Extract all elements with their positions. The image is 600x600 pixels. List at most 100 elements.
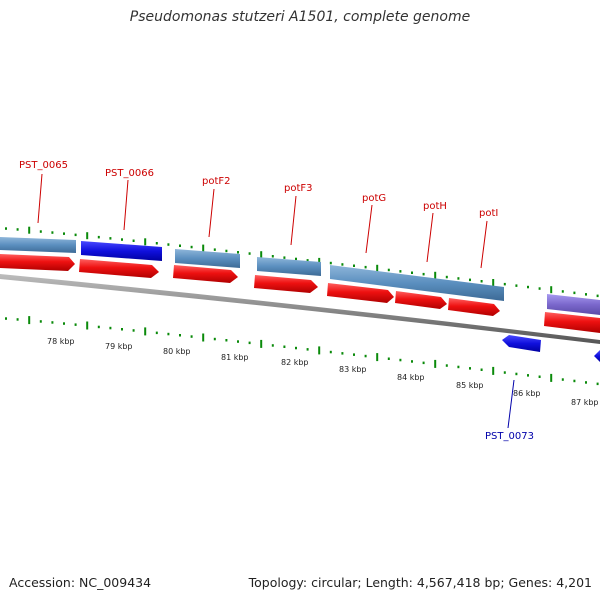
cds-arrow-0065 bbox=[0, 254, 75, 271]
minor-tick bbox=[561, 290, 564, 293]
minor-tick bbox=[295, 346, 297, 350]
minor-tick bbox=[16, 318, 19, 321]
minor-tick bbox=[561, 378, 564, 381]
minor-tick bbox=[457, 365, 460, 369]
minor-tick bbox=[527, 374, 529, 377]
minor-tick bbox=[109, 326, 112, 330]
callout-line-0073 bbox=[507, 379, 515, 429]
major-tick bbox=[86, 321, 89, 330]
minor-tick bbox=[585, 293, 587, 296]
major-tick bbox=[318, 346, 321, 355]
major-tick bbox=[86, 232, 89, 240]
minor-tick bbox=[16, 228, 19, 231]
minor-tick bbox=[39, 320, 42, 323]
major-tick bbox=[202, 244, 205, 252]
minor-tick bbox=[39, 230, 42, 233]
minor-tick bbox=[329, 350, 332, 354]
minor-tick bbox=[167, 332, 170, 336]
cds-arrow-potF2 bbox=[173, 265, 238, 283]
minor-tick bbox=[190, 245, 193, 249]
minor-tick bbox=[515, 372, 518, 376]
major-tick bbox=[434, 271, 437, 279]
major-tick bbox=[260, 251, 263, 259]
gene-label-potF3: potF3 bbox=[284, 183, 313, 194]
cds-arrow-potF3 bbox=[254, 275, 318, 293]
gene-label-potH: potH bbox=[423, 201, 447, 212]
minor-tick bbox=[411, 360, 413, 363]
kbp-label: 78 kbp bbox=[47, 337, 75, 346]
kbp-label: 85 kbp bbox=[456, 381, 484, 390]
cds-arrow-0066 bbox=[79, 259, 159, 278]
minor-tick bbox=[132, 329, 135, 332]
minor-tick bbox=[515, 284, 518, 287]
minor-tick bbox=[399, 270, 402, 273]
minor-tick bbox=[306, 348, 309, 351]
minor-tick bbox=[51, 321, 54, 324]
feature-bar-potF2 bbox=[175, 249, 240, 268]
minor-tick bbox=[225, 339, 228, 342]
kbp-label: 84 kbp bbox=[397, 373, 425, 382]
feature-bar-potGHI bbox=[330, 265, 504, 301]
cds-arrow-edge-blue bbox=[594, 350, 600, 362]
minor-tick bbox=[387, 268, 390, 272]
minor-tick bbox=[353, 353, 355, 356]
feature-bar-potF3 bbox=[257, 257, 321, 276]
minor-tick bbox=[5, 227, 7, 230]
minor-tick bbox=[353, 264, 355, 267]
minor-tick bbox=[573, 291, 576, 295]
feature-bar-0065 bbox=[0, 237, 76, 253]
minor-tick bbox=[248, 252, 251, 255]
lower-tick-row bbox=[5, 316, 599, 386]
minor-tick bbox=[585, 381, 587, 384]
minor-tick bbox=[132, 239, 135, 242]
callout-line-potF2 bbox=[208, 188, 215, 238]
kbp-label: 87 kbp bbox=[571, 398, 599, 407]
minor-tick bbox=[155, 242, 158, 245]
cds-arrow-0073 bbox=[502, 335, 541, 352]
minor-tick bbox=[596, 382, 599, 386]
major-tick bbox=[376, 353, 379, 362]
gene-label-0066: PST_0066 bbox=[105, 168, 154, 179]
minor-tick bbox=[503, 371, 506, 374]
cds-arrow-potG bbox=[327, 283, 394, 303]
kbp-label: 82 kbp bbox=[281, 358, 309, 367]
cds-arrow-potI bbox=[448, 298, 500, 316]
callout-line-potG bbox=[365, 204, 373, 254]
minor-tick bbox=[457, 277, 460, 280]
minor-tick bbox=[399, 358, 402, 362]
minor-tick bbox=[341, 263, 344, 266]
genome-stats-text: Topology: circular; Length: 4,567,418 bp… bbox=[248, 575, 592, 590]
cds-arrow-right bbox=[544, 312, 600, 333]
minor-tick bbox=[527, 285, 529, 289]
feature-bar-0066 bbox=[81, 241, 162, 261]
callout-line-potH bbox=[426, 212, 434, 263]
minor-tick bbox=[271, 344, 274, 347]
minor-tick bbox=[596, 294, 599, 298]
map-title: Pseudomonas stutzeri A1501, complete gen… bbox=[129, 9, 471, 25]
gene-label-0073: PST_0073 bbox=[485, 431, 534, 442]
kbp-label: 83 kbp bbox=[339, 365, 367, 374]
callout-line-potI bbox=[480, 220, 488, 269]
minor-tick bbox=[179, 244, 181, 247]
kbp-label: 80 kbp bbox=[163, 347, 191, 356]
major-tick bbox=[376, 264, 379, 272]
minor-tick bbox=[480, 280, 483, 283]
callout-line-0065 bbox=[37, 173, 43, 224]
major-tick bbox=[202, 333, 205, 342]
minor-tick bbox=[573, 379, 576, 383]
minor-tick bbox=[364, 354, 367, 358]
cds-arrow-potH bbox=[395, 291, 447, 309]
minor-tick bbox=[248, 341, 251, 345]
gene-label-potG: potG bbox=[362, 193, 386, 204]
gene-label-potF2: potF2 bbox=[202, 176, 231, 187]
major-tick bbox=[550, 373, 553, 382]
minor-tick bbox=[503, 282, 506, 286]
genome-backbone bbox=[0, 274, 600, 344]
minor-tick bbox=[295, 257, 297, 261]
major-tick bbox=[260, 339, 263, 348]
minor-tick bbox=[121, 238, 123, 241]
minor-tick bbox=[190, 335, 193, 338]
minor-tick bbox=[155, 331, 158, 335]
minor-tick bbox=[538, 375, 541, 378]
minor-tick bbox=[74, 323, 77, 326]
